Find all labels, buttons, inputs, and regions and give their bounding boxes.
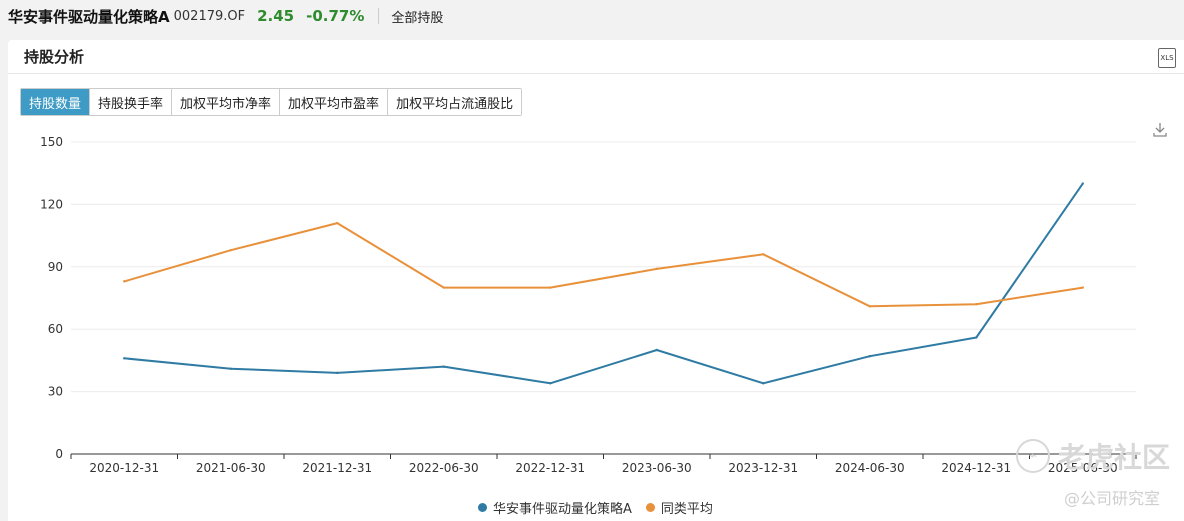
holdings-line-chart: 0 30 60 90 120 150 2020-12-31 2021-06-30 2021-12… (40, 135, 1137, 475)
data-point-series-1 (123, 357, 126, 360)
legend-dot-peer-average (645, 503, 655, 512)
chart-legend: 华安事件驱动量化策略A 同类平均 (478, 498, 727, 517)
x-tick-label: 2023-06-30 (622, 461, 692, 475)
data-point-series-1 (336, 371, 339, 375)
xls-export-icon[interactable]: XLS (1158, 48, 1176, 68)
data-point-series-1 (1081, 182, 1084, 185)
y-tick-label: 0 (55, 447, 63, 461)
data-point-series-2 (229, 248, 232, 252)
x-tick-label: 2020-12-31 (89, 461, 159, 475)
y-tick-label: 30 (48, 385, 63, 399)
tab-weighted-pe[interactable]: 加权平均市盈率 (280, 89, 389, 115)
y-tick-label: 90 (48, 260, 63, 274)
watermark-icon: ⌁ (1015, 439, 1050, 473)
legend-dot-fund (478, 503, 487, 512)
x-tick-label: 2022-06-30 (409, 461, 479, 475)
data-point-series-1 (868, 355, 871, 358)
legend-item-peer-average[interactable]: 同类平均 (645, 498, 713, 517)
x-tick-label: 2024-12-31 (941, 461, 1011, 475)
metric-tabs: 持股数量 持股换手率 加权平均市净率 加权平均市盈率 加权平均占流通股比 (20, 88, 523, 116)
fund-code: 002179.OF (173, 8, 246, 24)
legend-label-fund: 华安事件驱动量化策略A (493, 502, 632, 517)
panel-title: 持股分析 (24, 48, 85, 66)
data-point-series-2 (868, 305, 871, 308)
all-holdings-link[interactable]: 全部持股 (391, 10, 444, 26)
series-line-2 (124, 222, 1083, 308)
legend-item-fund[interactable]: 华安事件驱动量化策略A (478, 498, 632, 517)
tab-holdings-turnover[interactable]: 持股换手率 (90, 89, 173, 115)
fund-name: 华安事件驱动量化策略A (8, 7, 170, 26)
y-tick-label: 150 (40, 135, 63, 149)
data-point-series-1 (762, 382, 765, 385)
x-tick-label: 2021-12-31 (302, 461, 372, 475)
data-point-series-2 (655, 267, 658, 271)
data-point-series-2 (442, 286, 445, 289)
data-point-series-2 (336, 221, 339, 225)
x-tick-label: 2021-06-30 (196, 461, 266, 475)
y-tick-label: 60 (48, 322, 63, 336)
watermark-text: 老虎社区 (1057, 441, 1170, 474)
data-point-series-2 (975, 303, 978, 306)
data-point-series-1 (655, 348, 658, 352)
watermark-logo: ⌁ 老虎社区 (1015, 436, 1170, 476)
download-icon[interactable] (1152, 122, 1168, 138)
data-point-series-2 (549, 286, 552, 289)
data-point-series-1 (442, 365, 445, 368)
x-tick-label: 2023-12-31 (728, 461, 798, 475)
tab-holdings-count[interactable]: 持股数量 (21, 89, 91, 115)
top-bar: 华安事件驱动量化策略A 002179.OF 2.45 -0.77% 全部持股 (0, 0, 1184, 32)
legend-label-peer-average: 同类平均 (660, 502, 713, 517)
data-point-series-1 (975, 336, 978, 339)
x-tick-label: 2022-12-31 (515, 461, 585, 475)
watermark-subtext: @公司研究室 (1063, 489, 1160, 508)
data-point-series-2 (123, 280, 126, 283)
data-point-series-2 (762, 253, 765, 256)
tab-weighted-float-ratio[interactable]: 加权平均占流通股比 (388, 89, 522, 115)
tab-weighted-pb[interactable]: 加权平均市净率 (172, 89, 281, 115)
data-point-series-1 (229, 367, 232, 370)
y-tick-label: 120 (40, 197, 63, 211)
fund-price: 2.45 (257, 7, 295, 25)
x-tick-label: 2024-06-30 (835, 461, 905, 475)
holdings-analysis-panel: 持股分析 XLS 持股数量 持股换手率 加权平均市净率 加权平均市盈率 加权平均… (8, 40, 1184, 521)
x-tick-label: 2025-06-30 (1048, 461, 1118, 475)
fund-change: -0.77% (306, 7, 365, 25)
series-line-1 (124, 183, 1084, 385)
data-point-series-2 (1081, 286, 1084, 289)
divider (378, 8, 380, 24)
data-point-series-1 (549, 382, 552, 385)
panel-header: 持股分析 (8, 40, 1184, 74)
